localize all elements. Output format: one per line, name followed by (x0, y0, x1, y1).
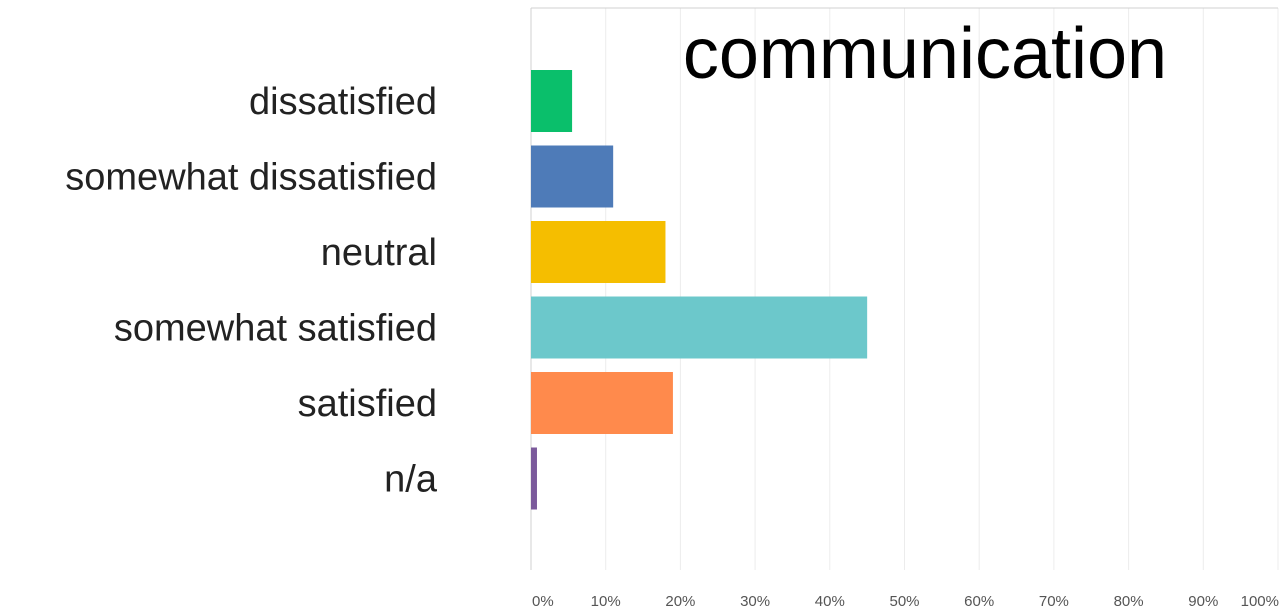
chart-title: communication (683, 14, 1167, 94)
category-label: n/a (384, 459, 438, 501)
x-tick-label: 70% (1039, 593, 1069, 610)
category-label: somewhat dissatisfied (65, 157, 437, 199)
bar (531, 372, 673, 434)
x-tick-label: 90% (1188, 593, 1218, 610)
x-tick-label: 20% (665, 593, 695, 610)
category-labels: dissatisfied somewhat dissatisfied neutral… (65, 81, 438, 501)
category-label: satisfied (298, 383, 437, 425)
bars (531, 70, 868, 510)
x-tick-label: 0% (532, 593, 554, 610)
x-tick-labels: 0% 10% 20% 30% 40% 50% 60% 70% 80% 90% 100% (532, 593, 1279, 610)
grid-lines (605, 8, 1279, 570)
category-label: dissatisfied (249, 81, 437, 123)
bar (531, 447, 537, 510)
x-tick-label: 30% (740, 593, 770, 610)
bar (531, 296, 868, 359)
x-tick-label: 50% (889, 593, 919, 610)
x-tick-label: 80% (1114, 593, 1144, 610)
x-tick-label: 100% (1241, 593, 1279, 610)
category-label: somewhat satisfied (114, 308, 437, 350)
x-tick-label: 40% (815, 593, 845, 610)
bar (531, 70, 573, 132)
bar (531, 145, 614, 208)
x-tick-label: 60% (964, 593, 994, 610)
x-tick-label: 10% (591, 593, 621, 610)
category-label: neutral (321, 232, 437, 274)
bar (531, 221, 666, 283)
